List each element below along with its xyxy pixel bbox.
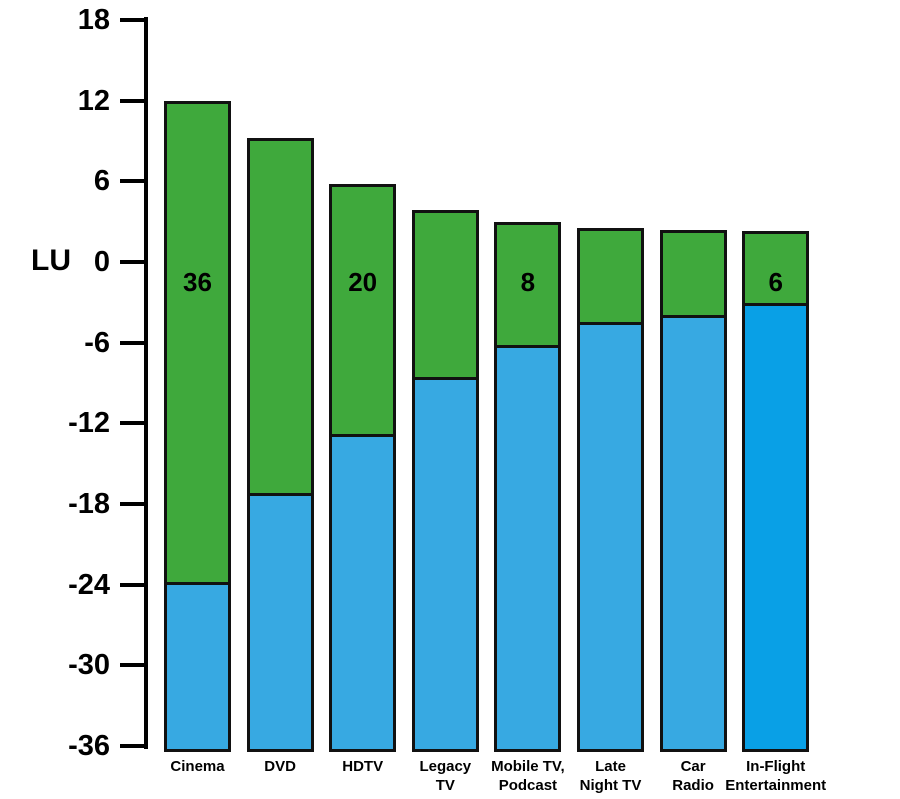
bar-dvd: DVD (246, 0, 314, 799)
x-axis-label-line: HDTV (342, 758, 384, 775)
y-tick-line (120, 582, 146, 587)
x-axis-label-line: Late (595, 758, 626, 775)
bar-hdtv: 20 HDTV (329, 0, 397, 799)
x-axis-label-line: Legacy (419, 758, 472, 775)
bar-segment-green (411, 209, 479, 381)
x-axis-label: In-Flight Entertainment (714, 757, 837, 795)
bar-segment-blue (659, 318, 727, 752)
bar-legacy-tv: Legacy TV (411, 0, 479, 799)
bar-segment-blue (742, 306, 810, 752)
bar-segment-blue (411, 380, 479, 752)
bar-segment-green (659, 229, 727, 319)
x-axis-label: Cinema (136, 757, 259, 776)
bar-segment-green (577, 228, 644, 326)
x-axis-label-line: Car (680, 758, 706, 775)
bar-segment-blue (577, 325, 644, 752)
bar-car-radio: Car Radio (659, 0, 727, 799)
y-tick-label: -6 (84, 326, 110, 359)
y-tick-label: -30 (68, 649, 110, 682)
bar-segment-blue (329, 436, 397, 752)
y-tick-label: -12 (68, 407, 110, 440)
x-axis-label: Legacy TV (384, 757, 507, 795)
y-tick-line (120, 421, 146, 426)
x-axis-label-line: DVD (264, 758, 296, 775)
x-axis-label: Mobile TV, Podcast (466, 757, 589, 795)
bar-cinema: 36 Cinema (164, 0, 231, 799)
bar-mobile-tv-podcast: 8 Mobile TV, Podcast (491, 0, 565, 799)
bar-segment-blue (246, 495, 314, 752)
y-tick-label: 12 (77, 84, 110, 117)
x-axis-label-line: Night TV (579, 777, 642, 794)
bar-segment-green (494, 221, 562, 349)
x-axis-label-line: Cinema (170, 758, 225, 775)
x-axis-label-line: Podcast (498, 777, 558, 794)
bar-value-label: 6 (768, 267, 783, 297)
y-tick-line (120, 502, 146, 506)
x-axis-label: Late Night TV (549, 757, 672, 795)
y-tick-label: 6 (93, 165, 110, 198)
x-axis-label-line: Radio (672, 777, 714, 794)
bar-segment-blue (494, 348, 562, 752)
x-axis-label: DVD (219, 757, 342, 776)
bar-late-night-tv: Late Night TV (577, 0, 644, 799)
y-tick-label: -36 (68, 730, 110, 762)
y-tick-label: 18 (77, 4, 110, 36)
x-axis-label-line: In-Flight (746, 758, 806, 775)
x-axis-label: Car Radio (632, 757, 755, 795)
y-tick-label: -24 (68, 568, 110, 601)
bar-segment-green (246, 138, 314, 496)
bar-segment-green (164, 100, 231, 585)
x-axis-label-line: Mobile TV, (491, 758, 565, 775)
y-tick-line (120, 340, 146, 345)
y-tick-line (120, 744, 146, 748)
x-axis-label-line: Entertainment (725, 777, 827, 794)
y-tick-line (120, 179, 146, 184)
y-tick-line (120, 18, 146, 22)
y-tick-line (120, 260, 146, 264)
y-axis-line (144, 17, 148, 749)
x-axis-label-line: TV (435, 777, 455, 794)
y-axis-title: LU (31, 244, 71, 277)
y-tick-line (120, 98, 146, 103)
bar-segment-green (742, 231, 810, 307)
bar-segment-green (329, 184, 397, 437)
bar-value-label: 8 (520, 267, 536, 297)
bar-in-flight-entertainment: 6 In-Flight Entertainment (725, 0, 826, 799)
bar-value-label: 36 (183, 267, 212, 297)
bar-value-label: 20 (348, 267, 378, 297)
y-tick-label: -18 (68, 488, 110, 520)
x-axis-label: HDTV (301, 757, 424, 776)
y-tick-line (120, 663, 146, 668)
y-tick-label: 0 (93, 246, 110, 278)
bar-segment-blue (164, 584, 231, 752)
